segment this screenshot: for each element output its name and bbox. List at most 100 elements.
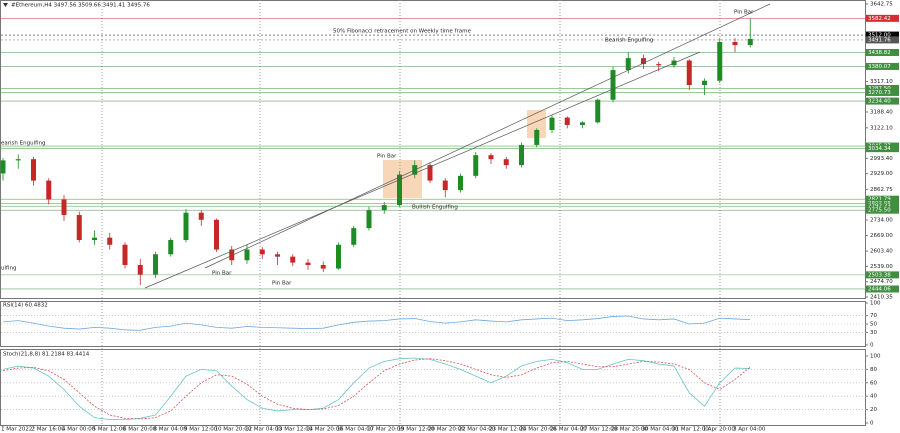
candle-body (351, 228, 357, 245)
y-tick-label: 2734.00 (870, 218, 893, 224)
candle-body (503, 159, 509, 166)
candle-body (122, 244, 128, 265)
menu-icon[interactable] (3, 3, 8, 7)
candle-body (564, 117, 570, 125)
y-tick-label: 2474.70 (870, 279, 893, 285)
level-label: 3512.00 (868, 33, 891, 39)
y-tick-label: 3188.40 (870, 110, 893, 116)
main-frame (0, 0, 866, 299)
candle-body (458, 175, 463, 191)
annotation: Pin Bar (377, 154, 397, 160)
candle-body (732, 41, 738, 46)
x-tick-label: 10 Mar 20:00 (215, 427, 252, 433)
x-tick-label: 3 Apr 04:00 (733, 427, 766, 433)
candle-body (320, 264, 326, 269)
y-tick-label: 2603.40 (870, 249, 893, 255)
level-label-bg (866, 84, 899, 92)
candle-body (427, 165, 433, 181)
candle-body (61, 199, 67, 216)
x-tick-label: 8 Mar 04:00 (154, 427, 188, 433)
rsi-title: RSI(14) 60.4832 (3, 303, 48, 309)
candle-body (625, 58, 631, 71)
x-tick-label: 12 Mar 04:00 (245, 427, 282, 433)
candle-body (290, 256, 296, 263)
candle-body (168, 240, 174, 255)
level-label: 3582.42 (868, 16, 891, 22)
level-label: 3234.40 (868, 99, 891, 105)
level-label: 2775.50 (868, 208, 891, 214)
indicator-line (2, 358, 751, 420)
candle-body (244, 249, 250, 261)
candle-body (15, 159, 21, 161)
y-tick-label: 20 (870, 407, 877, 413)
candle-body (397, 174, 402, 206)
y-tick-label: 3317.10 (870, 79, 893, 85)
x-tick-label: 22 Mar 04:00 (459, 427, 496, 433)
x-tick-label: 2 Mar 16:00 (32, 427, 66, 433)
candle-body (198, 212, 204, 220)
candle-body (107, 237, 113, 245)
candle-body (686, 60, 692, 86)
candle-body (747, 38, 753, 46)
candle-body (153, 254, 158, 275)
candle-body (275, 254, 280, 257)
candle-body (366, 210, 372, 229)
candle-body (137, 264, 143, 275)
x-tick-label: 26 Mar 04:00 (550, 427, 587, 433)
candle-body (442, 180, 448, 191)
y-tick-label: 2539.00 (870, 264, 893, 270)
level-label-bg (866, 31, 899, 39)
level-label-bg (866, 195, 899, 203)
level-label: 3491.76 (868, 37, 891, 43)
x-tick-label: 13 Mar 12:00 (276, 427, 313, 433)
stoch-frame (0, 349, 866, 426)
candle-body (76, 215, 82, 241)
x-tick-label: 30 Mar 04:00 (642, 427, 679, 433)
y-tick-label: 0 (870, 421, 874, 427)
x-tick-label: 6 Mar 20:00 (123, 427, 157, 433)
annotation: ulfing (1, 266, 16, 272)
candle-body (0, 160, 6, 174)
level-label-bg (866, 48, 899, 56)
x-tick-label: 31 Mar 12:00 (672, 427, 709, 433)
x-tick-label: 27 Mar 12:00 (581, 427, 618, 433)
level-label-bg (866, 206, 899, 214)
y-tick-label: 2993.40 (870, 156, 893, 162)
x-tick-label: 1 Apr 20:00 (703, 427, 736, 433)
indicator-line (2, 357, 751, 421)
y-tick-label: 60 (870, 380, 877, 386)
candle-body (702, 80, 707, 86)
stoch-title: Stoch(21,8,8) 81.2184 83.4414 (3, 352, 90, 358)
y-tick-label: 0 (870, 343, 874, 349)
level-label-bg (866, 145, 899, 153)
annotation: Pin Bar (734, 10, 754, 16)
candle-body (92, 237, 97, 241)
x-tick-label: 5 Mar 12:00 (93, 427, 127, 433)
x-tick-label: 28 Mar 20:00 (611, 427, 648, 433)
candle-body (656, 64, 662, 66)
x-tick-label: 19 Mar 12:00 (398, 427, 435, 433)
candle-body (381, 205, 387, 211)
candle-body (717, 41, 723, 81)
y-tick-label: 100 (870, 354, 881, 360)
candle-body (610, 70, 616, 100)
y-tick-label: 50 (870, 322, 877, 328)
candle-body (595, 99, 601, 123)
candle-body (473, 155, 479, 176)
candle-body (46, 180, 52, 200)
level-label: 3034.34 (868, 146, 891, 152)
candle-body (534, 129, 540, 145)
x-tick-label: 4 Mar 00:00 (62, 427, 96, 433)
chart-header: #Ethereum,H4 3497.56 3509.66 3491.41 349… (11, 3, 150, 9)
candle-body (183, 212, 189, 241)
annotation: Bullish Engulfing (412, 205, 458, 211)
annotation: Pin Bar (272, 281, 292, 287)
candle-body (259, 249, 265, 255)
candle-body (305, 262, 311, 265)
candle-body (549, 117, 555, 130)
separators (101, 0, 721, 426)
x-tick-label: 14 Mar 20:00 (306, 427, 343, 433)
annotation: earish Engulfing (1, 141, 46, 147)
